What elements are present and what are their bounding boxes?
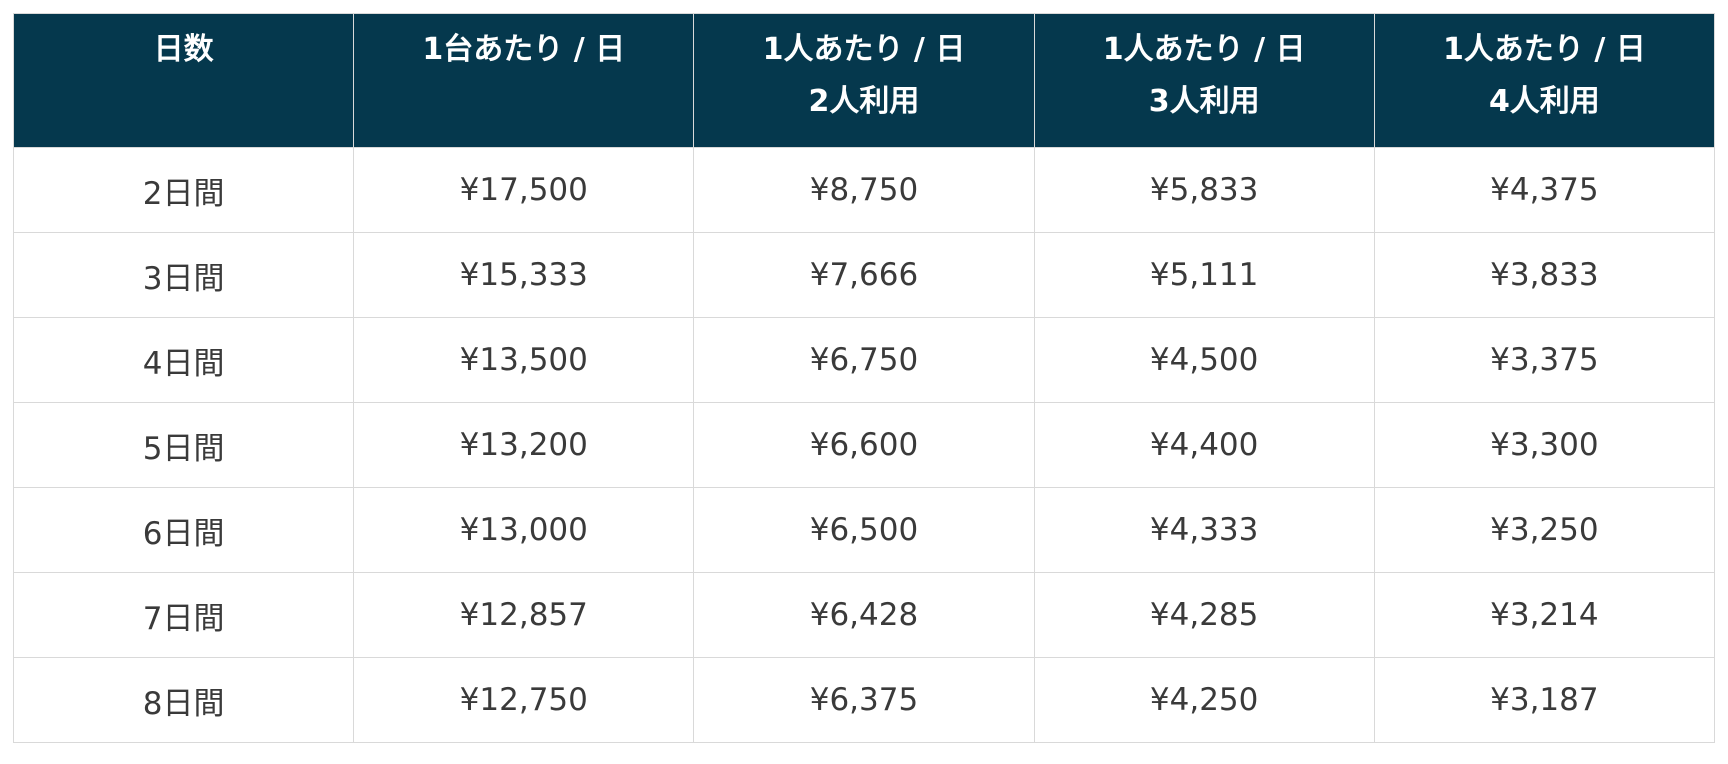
table-row: 3日間 ¥15,333 ¥7,666 ¥5,111 ¥3,833 <box>12 232 1716 318</box>
cell-days: 7日間 <box>12 572 355 658</box>
table-row: 2日間 ¥17,500 ¥8,750 ¥5,833 ¥4,375 <box>12 147 1716 233</box>
cell-per-person-2: ¥6,428 <box>693 572 1035 658</box>
cell-per-person-4: ¥3,833 <box>1373 232 1716 318</box>
header-per-person-4: 1人あたり / 日 4人利用 <box>1373 13 1716 148</box>
header-label-line2: 3人利用 <box>1148 84 1260 119</box>
cell-per-person-3: ¥4,333 <box>1033 487 1375 573</box>
header-label-line1: 1人あたり / 日 <box>1443 32 1646 67</box>
table-row: 8日間 ¥12,750 ¥6,375 ¥4,250 ¥3,187 <box>12 657 1716 743</box>
cell-per-car: ¥15,333 <box>353 232 695 318</box>
table-body: 2日間 ¥17,500 ¥8,750 ¥5,833 ¥4,375 3日間 ¥15… <box>12 147 1716 743</box>
cell-per-car: ¥13,000 <box>353 487 695 573</box>
cell-per-person-2: ¥7,666 <box>693 232 1035 318</box>
cell-per-car: ¥13,200 <box>353 402 695 488</box>
cell-days: 5日間 <box>12 402 355 488</box>
cell-per-person-3: ¥5,833 <box>1033 147 1375 233</box>
header-per-person-3: 1人あたり / 日 3人利用 <box>1033 13 1375 148</box>
table-row: 5日間 ¥13,200 ¥6,600 ¥4,400 ¥3,300 <box>12 402 1716 488</box>
header-label-line1: 1台あたり / 日 <box>422 32 626 67</box>
header-label-line2: 4人利用 <box>1488 84 1600 119</box>
header-days: 日数 <box>12 13 355 148</box>
cell-per-car: ¥17,500 <box>353 147 695 233</box>
header-per-car: 1台あたり / 日 <box>353 13 695 148</box>
cell-per-person-3: ¥4,285 <box>1033 572 1375 658</box>
table-row: 4日間 ¥13,500 ¥6,750 ¥4,500 ¥3,375 <box>12 317 1716 403</box>
cell-per-person-3: ¥5,111 <box>1033 232 1375 318</box>
cell-per-person-2: ¥6,375 <box>693 657 1035 743</box>
cell-days: 8日間 <box>12 657 355 743</box>
table-header: 日数 1台あたり / 日 1人あたり / 日 2人利用 1人あたり / 日 3人… <box>12 13 1716 148</box>
cell-per-person-2: ¥6,600 <box>693 402 1035 488</box>
cell-per-person-4: ¥3,250 <box>1373 487 1716 573</box>
header-label-line1: 日数 <box>153 32 214 67</box>
header-label-line1: 1人あたり / 日 <box>762 32 966 67</box>
cell-per-person-3: ¥4,500 <box>1033 317 1375 403</box>
cell-per-car: ¥12,857 <box>353 572 695 658</box>
cell-per-car: ¥13,500 <box>353 317 695 403</box>
cell-per-person-2: ¥6,500 <box>693 487 1035 573</box>
cell-per-person-4: ¥4,375 <box>1373 147 1716 233</box>
price-table-container: 日数 1台あたり / 日 1人あたり / 日 2人利用 1人あたり / 日 3人… <box>12 13 1716 743</box>
cell-days: 3日間 <box>12 232 355 318</box>
price-table: 日数 1台あたり / 日 1人あたり / 日 2人利用 1人あたり / 日 3人… <box>12 13 1716 743</box>
header-label-line1: 1人あたり / 日 <box>1102 32 1306 67</box>
cell-per-person-2: ¥6,750 <box>693 317 1035 403</box>
header-per-person-2: 1人あたり / 日 2人利用 <box>693 13 1035 148</box>
cell-per-person-2: ¥8,750 <box>693 147 1035 233</box>
table-row: 7日間 ¥12,857 ¥6,428 ¥4,285 ¥3,214 <box>12 572 1716 658</box>
header-label-line2: 2人利用 <box>808 84 920 119</box>
cell-days: 6日間 <box>12 487 355 573</box>
cell-per-person-4: ¥3,375 <box>1373 317 1716 403</box>
cell-per-person-4: ¥3,300 <box>1373 402 1716 488</box>
cell-per-person-4: ¥3,187 <box>1373 657 1716 743</box>
table-row: 6日間 ¥13,000 ¥6,500 ¥4,333 ¥3,250 <box>12 487 1716 573</box>
cell-per-person-3: ¥4,400 <box>1033 402 1375 488</box>
cell-per-person-3: ¥4,250 <box>1033 657 1375 743</box>
cell-per-car: ¥12,750 <box>353 657 695 743</box>
cell-per-person-4: ¥3,214 <box>1373 572 1716 658</box>
header-row: 日数 1台あたり / 日 1人あたり / 日 2人利用 1人あたり / 日 3人… <box>12 13 1716 148</box>
cell-days: 2日間 <box>12 147 355 233</box>
cell-days: 4日間 <box>12 317 355 403</box>
